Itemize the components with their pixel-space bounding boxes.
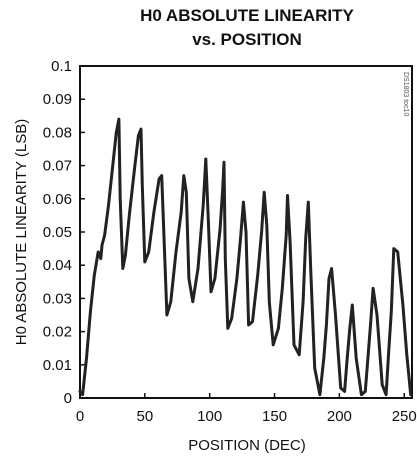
x-tick-label: 100: [197, 408, 222, 425]
y-tick-label: 0.01: [43, 357, 72, 374]
y-tick-label: 0.1: [51, 58, 72, 75]
x-axis-label: POSITION (DEC): [188, 437, 306, 454]
x-tick-label: 50: [137, 408, 154, 425]
y-tick-label: 0.06: [43, 191, 72, 208]
y-tick-label: 0.03: [43, 290, 72, 307]
series-line-0: [78, 117, 413, 397]
y-tick-label: 0: [64, 390, 72, 407]
chart-title-line1: H0 ABSOLUTE LINEARITY: [140, 6, 354, 25]
y-tick-label: 0.09: [43, 91, 72, 108]
watermark: DS1803 toc10: [402, 72, 409, 116]
chart-title-line2: vs. POSITION: [192, 30, 302, 49]
x-tick-label: 250: [392, 408, 417, 425]
y-tick-label: 0.08: [43, 124, 72, 141]
y-tick-label: 0.04: [43, 257, 72, 274]
y-tick-label: 0.05: [43, 224, 72, 241]
y-tick-label: 0.02: [43, 324, 72, 341]
plot-area: 0 0.01 0.02 0.03 0.04 0.05 0.06 0.07 0.08 0.09 0.1…: [43, 58, 417, 425]
y-tick-label: 0.07: [43, 158, 72, 175]
x-tick-label: 0: [76, 408, 84, 425]
x-tick-label: 200: [327, 408, 352, 425]
x-tick-label: 150: [262, 408, 287, 425]
y-axis-label: H0 ABSOLUTE LINEARITY (LSB): [13, 119, 30, 345]
